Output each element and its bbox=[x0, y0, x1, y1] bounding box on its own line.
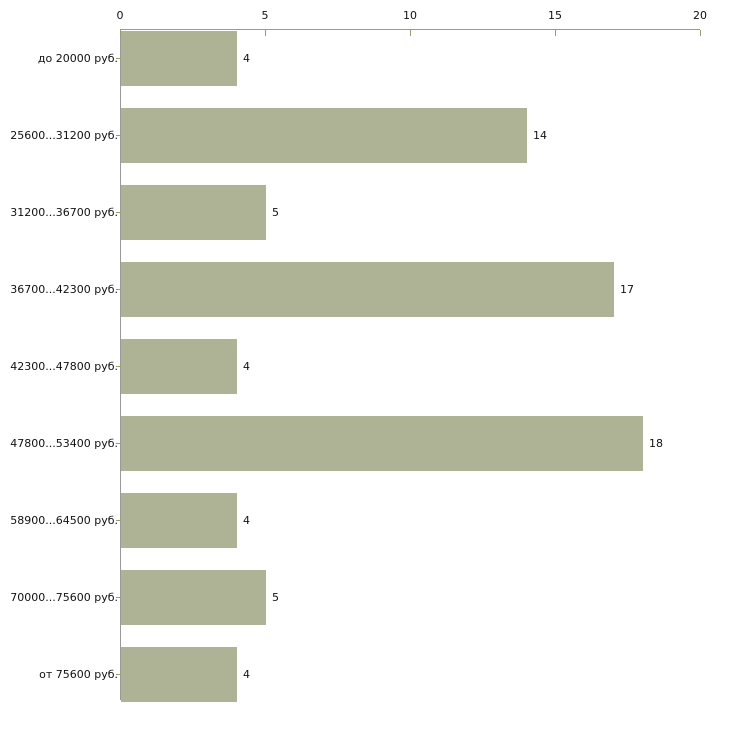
x-axis-tick-label: 0 bbox=[116, 9, 124, 22]
category-label: 31200...36700 руб. bbox=[10, 205, 118, 219]
category-label: 36700...42300 руб. bbox=[10, 282, 118, 296]
bar bbox=[121, 185, 266, 240]
y-axis-tick-mark bbox=[116, 366, 121, 367]
x-axis-tick-label: 10 bbox=[403, 9, 417, 22]
category-label: до 20000 руб. bbox=[37, 51, 118, 65]
y-axis-tick-mark bbox=[116, 289, 121, 290]
x-axis-tick-label: 15 bbox=[548, 9, 562, 22]
x-axis-tick-label: 20 bbox=[693, 9, 707, 22]
bar bbox=[121, 339, 237, 394]
y-axis-tick-mark bbox=[116, 443, 121, 444]
bar bbox=[121, 493, 237, 548]
bar-value-label: 5 bbox=[272, 205, 279, 219]
y-axis-tick-mark bbox=[116, 135, 121, 136]
x-axis-tick-mark bbox=[410, 30, 411, 36]
bar-value-label: 4 bbox=[243, 667, 250, 681]
category-label: 42300...47800 руб. bbox=[10, 359, 118, 373]
category-label: 70000...75600 руб. bbox=[10, 590, 118, 604]
category-label: от 75600 руб. bbox=[39, 667, 118, 681]
y-axis-tick-mark bbox=[116, 597, 121, 598]
x-axis-tick-mark bbox=[120, 30, 121, 36]
bar bbox=[121, 570, 266, 625]
x-axis-tick-mark bbox=[555, 30, 556, 36]
x-axis-tick-label: 5 bbox=[261, 9, 269, 22]
bar-value-label: 4 bbox=[243, 513, 250, 527]
bar-value-label: 14 bbox=[533, 128, 547, 142]
bar-value-label: 4 bbox=[243, 51, 250, 65]
bar-value-label: 4 bbox=[243, 359, 250, 373]
y-axis-tick-mark bbox=[116, 212, 121, 213]
x-axis-tick-mark bbox=[700, 30, 701, 36]
bar-value-label: 17 bbox=[620, 282, 634, 296]
category-label: 58900...64500 руб. bbox=[10, 513, 118, 527]
category-label: 47800...53400 руб. bbox=[10, 436, 118, 450]
bar bbox=[121, 647, 237, 702]
y-axis-tick-mark bbox=[116, 58, 121, 59]
bar-value-label: 18 bbox=[649, 436, 663, 450]
x-axis-tick-mark bbox=[265, 30, 266, 36]
y-axis-line bbox=[120, 29, 121, 700]
bar bbox=[121, 416, 643, 471]
bar bbox=[121, 262, 614, 317]
y-axis-tick-mark bbox=[116, 520, 121, 521]
y-axis-tick-mark bbox=[116, 674, 121, 675]
bar-value-label: 5 bbox=[272, 590, 279, 604]
x-axis-line bbox=[120, 29, 700, 30]
bar bbox=[121, 31, 237, 86]
bar bbox=[121, 108, 527, 163]
category-label: 25600...31200 руб. bbox=[10, 128, 118, 142]
